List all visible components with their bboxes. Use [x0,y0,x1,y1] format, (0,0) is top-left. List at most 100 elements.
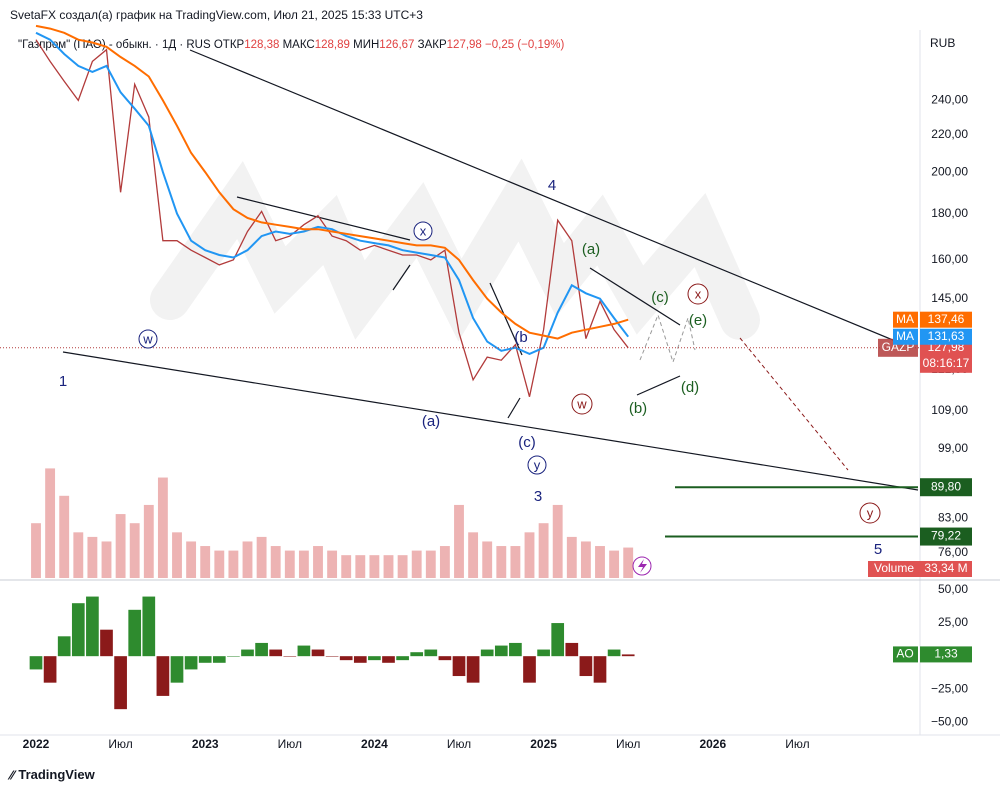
ma-label: 137,46 [928,312,965,326]
volume-bar [214,550,225,578]
ma-line [35,24,629,340]
volume-label: 33,34 M [924,561,967,575]
ao-bar [283,656,297,657]
ma-label-box [920,311,972,328]
y-tick-label: 200,00 [931,164,968,178]
ao-bar [311,649,325,657]
wave-label: (e) [689,312,707,329]
ma-label-box [920,328,972,345]
footer-logo: ⁄⁄ TradingView [7,767,96,782]
ao-bar [297,645,311,657]
volume-bar [270,546,281,578]
volume-bar [143,504,154,578]
ao-bar [114,656,127,710]
ao-bar [565,642,579,657]
volume-bar [31,523,41,578]
volume-label-box [868,561,972,577]
x-tick-label: 2024 [361,737,388,751]
ma-name-box [893,328,918,345]
volume-bar [228,550,239,578]
ao-bar [607,649,621,657]
ao-bar [184,656,198,670]
wave-label: y [867,505,874,520]
ma-name: MA [896,329,914,343]
trend-line [507,397,521,419]
ao-bar [353,656,367,663]
y-tick-label: 145,00 [931,291,968,305]
wave-label: 3 [534,488,542,505]
volume-bar [524,532,535,578]
ao-bar [100,629,113,657]
ao-label-box [920,646,972,663]
projection [639,313,696,364]
ao-bar [509,642,522,657]
open: 128,38 [244,39,279,51]
level-label: 79,22 [931,529,961,543]
ao-bar [551,623,565,657]
x-tick-label: 2023 [192,737,219,751]
wave-circle [859,502,881,524]
volume-bar [242,541,253,578]
change: −0,25 (−0,19%) [485,39,564,51]
ao-bar [86,596,99,657]
volume-bar [609,550,620,578]
trend-line [636,375,681,396]
wave-label: (b) [629,400,647,417]
x-tick-label: 2026 [699,737,726,751]
volume-bar [538,523,549,578]
ma-name-box [893,311,918,328]
ao-bar [523,656,536,683]
volume-bar [256,536,267,578]
countdown: 08:16:17 [923,356,970,370]
ao-name-box [893,646,918,663]
wave-circle [527,455,547,475]
volume-name: Volume [874,561,914,575]
x-tick-label: 2022 [23,737,50,751]
volume-bar [73,532,84,578]
author-line: SvetaFX создал(а) график на TradingView.… [10,8,423,22]
close: 127,98 [447,39,482,51]
volume-bar [327,550,338,578]
wave-label: w [576,396,587,411]
volume-bar [623,547,634,578]
volume-bar [454,504,464,578]
volume-bar [157,477,168,578]
volume-bar [439,546,450,578]
currency: RUB [930,36,955,50]
x-tick-label: Июл [108,737,132,751]
wave-label: 5 [874,541,882,558]
volume-bar [101,541,112,578]
high: 128,89 [315,39,350,51]
x-tick-label: Июл [616,737,640,751]
ao-bar [480,649,494,657]
ma-label: 131,63 [928,329,965,343]
legend: "Газпром" (ПАО) - обыкн. · 1Д · RUS ОТКР… [18,39,564,51]
wave-labels: 1 w x 4 (a) (b (c) y 3 5 (a) (c) (e) (d)… [59,177,882,558]
ao-bar [424,649,438,657]
x-tick-label: 2025 [530,737,557,751]
volume-bar [482,541,493,578]
x-tick-label: Июл [785,737,809,751]
ao-bar [466,656,480,683]
wave-label: x [420,223,427,238]
volume-bar [341,555,352,578]
ao-bar [396,656,409,661]
wave-circle [413,221,433,241]
ao-bar [255,642,268,657]
high-label: МАКС [283,39,315,51]
ao-bar [57,636,71,657]
volume-bar [45,468,56,578]
ao-bar [410,652,424,657]
level-label: 89,80 [931,479,961,493]
wave-label: y [534,457,541,472]
trend-line [189,49,906,346]
volume-bar [411,550,422,578]
price-line [35,39,629,397]
volume-bar [552,504,563,578]
y-tick-label: 109,00 [931,403,968,417]
volume-bar [566,536,577,578]
ao-bar [198,656,212,663]
wave-circle [687,283,709,305]
lightning [638,559,647,573]
